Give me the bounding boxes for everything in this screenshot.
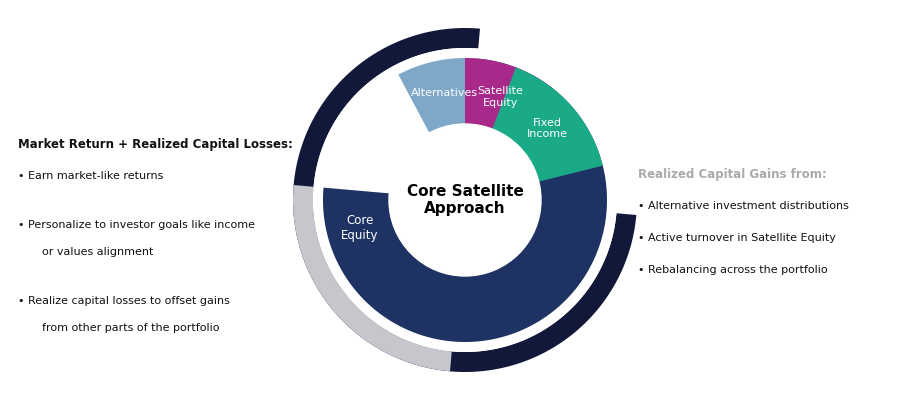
Text: Market Return + Realized Capital Losses:: Market Return + Realized Capital Losses: — [18, 138, 293, 151]
Polygon shape — [293, 28, 636, 372]
Circle shape — [389, 124, 541, 276]
Text: Core Satellite
Approach: Core Satellite Approach — [406, 184, 523, 216]
Text: Satellite
Equity: Satellite Equity — [478, 86, 523, 108]
Polygon shape — [492, 68, 603, 182]
Text: • Personalize to investor goals like income: • Personalize to investor goals like inc… — [18, 220, 255, 230]
Polygon shape — [323, 58, 607, 342]
Text: Fixed
Income: Fixed Income — [527, 118, 568, 139]
Text: or values alignment: or values alignment — [28, 247, 154, 257]
Text: • Earn market-like returns: • Earn market-like returns — [18, 171, 164, 181]
Text: Core
Equity: Core Equity — [341, 214, 379, 242]
Text: from other parts of the portfolio: from other parts of the portfolio — [28, 323, 220, 333]
Polygon shape — [465, 58, 553, 140]
Text: • Active turnover in Satellite Equity: • Active turnover in Satellite Equity — [638, 233, 836, 243]
Polygon shape — [398, 58, 478, 133]
Text: • Alternative investment distributions: • Alternative investment distributions — [638, 201, 849, 211]
Text: • Rebalancing across the portfolio: • Rebalancing across the portfolio — [638, 265, 828, 275]
Polygon shape — [293, 185, 452, 371]
Text: • Realize capital losses to offset gains: • Realize capital losses to offset gains — [18, 296, 230, 306]
Text: Alternatives: Alternatives — [411, 88, 478, 98]
Text: Realized Capital Gains from:: Realized Capital Gains from: — [638, 168, 827, 181]
Polygon shape — [313, 48, 617, 352]
